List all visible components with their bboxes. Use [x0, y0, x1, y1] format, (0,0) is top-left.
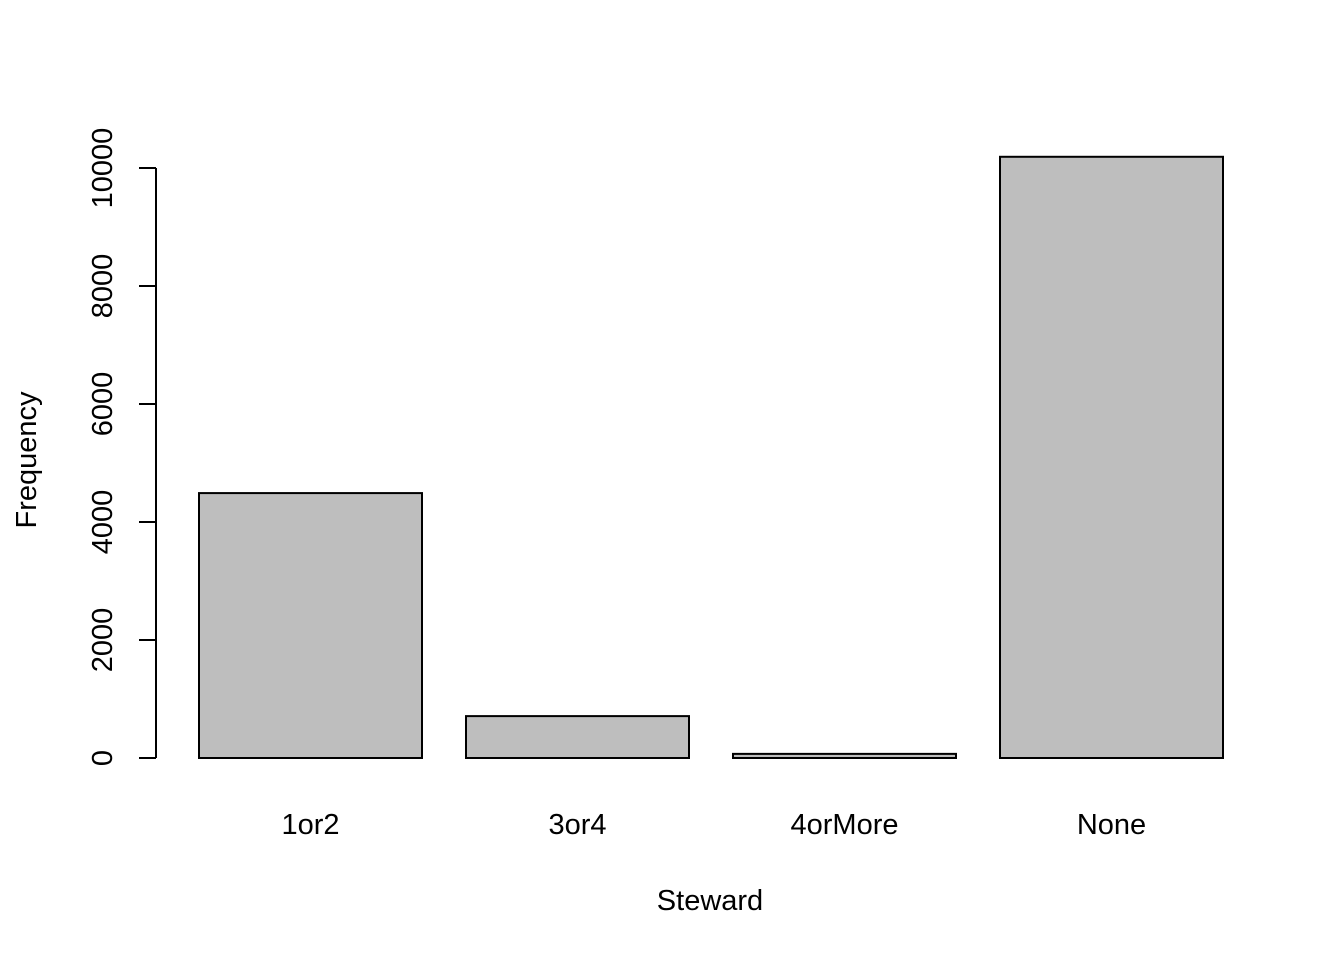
bars-group [198, 155, 1224, 760]
y-tick-label: 0 [87, 750, 119, 766]
bar-1or2 [198, 492, 423, 759]
x-tick-label: 4orMore [791, 809, 899, 841]
y-axis-title: Frequency [11, 391, 43, 529]
x-tick-label: 3or4 [548, 809, 606, 841]
x-tick-labels: 1or2 3or4 4orMore None [281, 809, 1146, 841]
x-axis-title: Steward [657, 885, 763, 917]
x-tick-label: None [1077, 809, 1146, 841]
y-axis: 0 2000 4000 6000 8000 10000 [87, 128, 157, 766]
y-tick-label: 2000 [87, 608, 119, 673]
bar-3or4 [465, 715, 690, 759]
y-tick-label: 6000 [87, 372, 119, 437]
x-tick-label: 1or2 [281, 809, 339, 841]
bar-None [999, 155, 1224, 760]
bar-4orMore [732, 752, 957, 759]
y-tick-label: 10000 [87, 128, 119, 209]
y-tick-label: 8000 [87, 254, 119, 319]
y-tick-label: 4000 [87, 490, 119, 555]
